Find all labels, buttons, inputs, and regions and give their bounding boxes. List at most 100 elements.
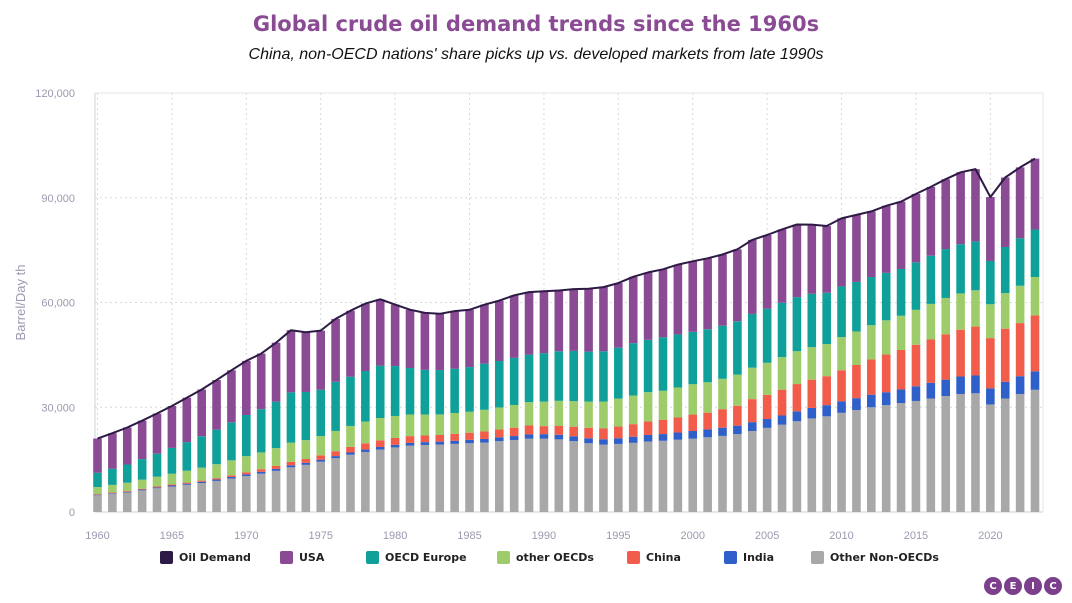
bar-segment-india <box>465 439 474 444</box>
bar-segment-other-oecds <box>375 418 385 441</box>
bar-segment-oecd-europe <box>137 459 147 480</box>
x-tick-label: 1970 <box>234 530 258 540</box>
bar-segment-other-non-oecds <box>524 438 534 512</box>
bar-segment-india <box>375 446 385 450</box>
bar-segment-india <box>673 432 683 440</box>
bar-segment-other-oecds <box>956 293 965 330</box>
bar-segment-india <box>911 386 921 401</box>
bar-segment-india <box>256 471 266 474</box>
bar-segment-other-oecds <box>212 464 221 479</box>
bar-segment-oecd-europe <box>673 334 683 388</box>
logo-letter: C <box>984 577 1002 595</box>
bar-segment-india <box>539 434 549 439</box>
bar-segment-other-oecds <box>316 436 326 456</box>
bar-segment-other-oecds <box>152 476 162 487</box>
bar-segment-china <box>807 379 817 408</box>
bar-segment-india <box>346 452 355 455</box>
bar-segment-usa <box>911 193 921 263</box>
bar-segment-other-non-oecds <box>509 440 519 512</box>
bar-segment-oecd-europe <box>212 429 221 465</box>
bar-segment-oecd-europe <box>614 347 623 399</box>
legend-item-oil-demand: Oil Demand <box>160 551 280 564</box>
y-tick-label: 0 <box>69 507 75 519</box>
bar-segment-other-oecds <box>361 421 370 444</box>
bar-segment-other-non-oecds <box>197 483 206 512</box>
bar-segment-china <box>539 426 549 435</box>
bar-segment-india <box>747 422 757 431</box>
bar-segment-other-oecds <box>569 401 578 427</box>
bar-segment-india <box>926 382 936 399</box>
bar-segment-china <box>167 484 177 486</box>
logo-letter: C <box>1044 577 1062 595</box>
bar-segment-usa <box>539 291 549 354</box>
bar-segment-china <box>524 425 534 435</box>
bar-segment-oecd-europe <box>509 357 519 405</box>
bar-segment-india <box>807 407 817 419</box>
bar-segment-other-non-oecds <box>852 410 861 512</box>
bar-segment-oecd-europe <box>762 308 772 363</box>
bar-segment-india <box>271 468 281 471</box>
bar-segment-other-non-oecds <box>227 478 236 512</box>
chart-subtitle: China, non-OECD nations' share picks up … <box>248 46 824 63</box>
bar-segment-oecd-europe <box>331 381 340 431</box>
bar-segment-usa <box>658 269 668 338</box>
bar-segment-china <box>762 394 772 420</box>
bar-segment-usa <box>346 310 355 377</box>
bar-segment-india <box>569 436 578 442</box>
bar-segment-usa <box>212 380 221 430</box>
legend-item-oecd-europe: OECD Europe <box>366 551 497 564</box>
bar-segment-china <box>896 349 906 390</box>
bar-segment-usa <box>197 389 206 437</box>
bar-segment-usa <box>867 211 876 278</box>
bar-segment-usa <box>896 201 906 269</box>
bar-segment-india <box>852 398 861 411</box>
bar-segment-other-non-oecds <box>658 440 668 512</box>
bar-segment-china <box>777 389 787 416</box>
bar-segment-oecd-europe <box>346 376 355 426</box>
bar-segment-other-non-oecds <box>822 416 831 512</box>
bar-segment-other-oecds <box>390 415 400 438</box>
bar-segment-usa <box>718 254 727 326</box>
bar-segment-other-non-oecds <box>480 442 489 512</box>
legend-swatch <box>627 551 640 564</box>
bar-segment-other-non-oecds <box>733 434 742 512</box>
bar-segment-china <box>628 424 638 437</box>
bar-segment-usa <box>524 292 534 355</box>
bar-segment-oecd-europe <box>881 272 891 321</box>
bar-segment-china <box>703 412 712 430</box>
bar-segment-other-non-oecds <box>271 470 281 512</box>
bar-segment-oecd-europe <box>822 292 831 345</box>
y-tick-label: 60,000 <box>41 298 75 310</box>
bar-segment-india <box>494 437 504 442</box>
bar-segment-other-non-oecds <box>896 403 906 512</box>
bar-segment-china <box>971 326 980 376</box>
bar-segment-oecd-europe <box>93 472 102 488</box>
bar-segment-other-oecds <box>301 440 311 459</box>
bar-segment-other-oecds <box>926 303 936 340</box>
bar-segment-other-oecds <box>822 344 831 377</box>
bar-segment-other-non-oecds <box>718 435 727 512</box>
bar-segment-other-non-oecds <box>212 480 221 512</box>
legend-item-other-non-oecds: Other Non-OECDs <box>811 551 951 564</box>
bar-segment-india <box>822 405 831 417</box>
bar-segment-oecd-europe <box>747 313 757 368</box>
x-tick-label: 2005 <box>755 530 779 540</box>
bar-segment-india <box>197 481 206 484</box>
bar-segment-india <box>762 419 772 428</box>
bar-segment-other-non-oecds <box>435 444 445 512</box>
bar-segment-oecd-europe <box>926 255 936 304</box>
x-tick-label: 2020 <box>978 530 1002 540</box>
logo-letter: E <box>1004 577 1022 595</box>
bar-segment-usa <box>361 303 370 372</box>
bar-segment-oecd-europe <box>197 436 206 468</box>
bar-segment-oecd-europe <box>108 468 117 485</box>
bar-segment-usa <box>509 295 519 358</box>
bar-segment-china <box>554 426 564 435</box>
bar-segment-other-non-oecds <box>346 454 355 512</box>
bar-segment-india <box>599 439 608 445</box>
bar-segment-china <box>405 436 415 443</box>
bar-segment-oecd-europe <box>539 353 549 402</box>
bar-segment-other-oecds <box>167 473 177 485</box>
bar-segment-other-oecds <box>896 315 906 350</box>
bar-segment-china <box>852 365 861 399</box>
